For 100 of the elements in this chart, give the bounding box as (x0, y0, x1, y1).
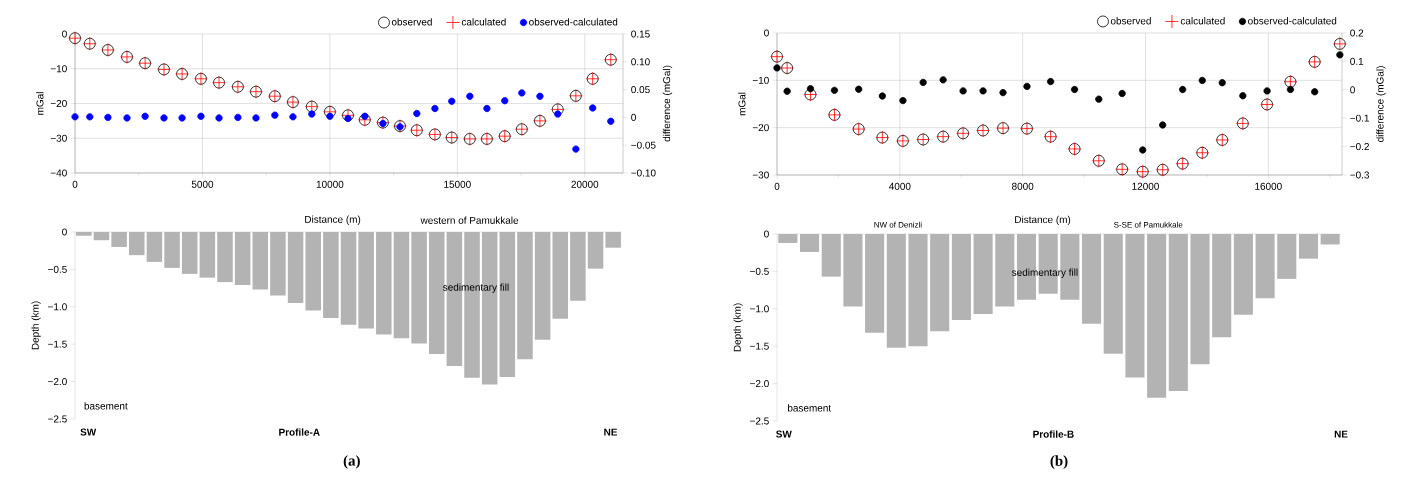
point (483, 104, 491, 113)
text: (b) (1050, 455, 1068, 469)
point (123, 114, 131, 122)
y2-tick-label: 0 (631, 113, 636, 121)
point (178, 114, 186, 122)
point (536, 92, 544, 100)
point (1179, 85, 1187, 94)
point (1286, 85, 1295, 94)
legend-label: calculated (461, 18, 506, 26)
y-axis-title: Depth (km) (733, 303, 743, 352)
y-axis-title: mGal (36, 92, 44, 115)
point (979, 87, 987, 95)
point (899, 96, 907, 105)
point (215, 114, 223, 122)
x-axis-title: Distance (m) (1015, 215, 1071, 226)
y-tick-label: −2.5 (750, 417, 769, 425)
point (518, 89, 526, 97)
point (501, 97, 509, 105)
x-tick-label: 15000 (444, 180, 471, 188)
point (607, 117, 615, 125)
x-axis-title: Distance (m) (305, 215, 361, 225)
point (71, 113, 79, 121)
point (806, 85, 815, 93)
point (289, 113, 297, 121)
point (413, 109, 421, 118)
point (308, 110, 316, 118)
point (271, 111, 279, 119)
y-tick-label: −1.5 (750, 342, 769, 350)
y-tick-label: 0 (764, 29, 769, 37)
legend-label: observed-calculated (1248, 17, 1337, 25)
legend-label: observed (391, 18, 432, 26)
text: (a) (343, 455, 360, 469)
y-tick-label: −10 (50, 65, 67, 73)
y2-tick-label: −0.1 (1350, 114, 1369, 122)
y-tick-label: 0 (764, 230, 769, 238)
y2-axis-title: difference (mGal) (1376, 66, 1386, 142)
point (1263, 87, 1271, 95)
x-tick-label: 10000 (316, 180, 344, 188)
y2-tick-label: 0.15 (631, 30, 650, 38)
point (589, 104, 597, 112)
y-tick-label: −0.5 (750, 267, 769, 275)
text: SW (776, 430, 792, 438)
point (572, 145, 580, 153)
x-tick-label: 12000 (1132, 182, 1159, 190)
y-tick-label: −2.0 (750, 380, 769, 388)
point (1070, 85, 1079, 94)
text: NE (604, 428, 618, 436)
x-tick-label: 16000 (1255, 182, 1282, 190)
point (141, 112, 149, 120)
legend-label: observed (1110, 17, 1151, 25)
x-tick-label: 4000 (889, 182, 911, 190)
point (344, 114, 352, 123)
y-tick-label: −20 (50, 99, 67, 108)
point (830, 86, 839, 94)
y2-tick-label: −0.2 (1350, 143, 1369, 151)
point (1198, 76, 1206, 85)
point (855, 85, 863, 93)
y2-axis-title: difference (mGal) (662, 65, 673, 142)
y-tick-label: 0 (62, 30, 67, 38)
y-axis-title: Depth (km) (31, 301, 41, 350)
point (1095, 95, 1103, 103)
y-tick-label: −2.5 (48, 415, 67, 423)
x-tick-label: 0 (72, 180, 78, 188)
legend-label: calculated (1180, 17, 1225, 25)
point (1023, 82, 1031, 90)
point (448, 97, 456, 105)
annotation: sedimentary fill (1011, 268, 1078, 278)
point (919, 78, 927, 86)
y-tick-label: −30 (752, 171, 769, 179)
y-axis-title: mGal (738, 92, 746, 116)
x-tick-label: 0 (774, 182, 780, 190)
x-axis-title: Profile-B (1033, 430, 1074, 438)
point (1218, 79, 1226, 87)
text: NE (1334, 430, 1348, 438)
y-tick-label: −1.0 (750, 305, 769, 313)
point (554, 110, 562, 118)
point (252, 114, 260, 122)
point (878, 92, 886, 100)
y2-tick-label: 0.05 (631, 86, 650, 94)
y2-tick-label: −0.3 (1350, 171, 1370, 179)
point (999, 89, 1007, 97)
point (1139, 146, 1147, 154)
y-tick-label: −30 (50, 134, 67, 142)
point (234, 113, 242, 121)
y-tick-label: −1.0 (48, 303, 67, 311)
point (1159, 121, 1167, 129)
x-tick-label: 20000 (571, 180, 599, 188)
y2-tick-label: −0.05 (631, 141, 656, 149)
point (431, 104, 439, 113)
y-tick-label: −2.0 (48, 378, 67, 386)
y2-tick-label: 0.2 (1350, 29, 1364, 37)
point (1311, 88, 1319, 96)
y-tick-label: −0.5 (48, 265, 67, 273)
point (773, 64, 781, 72)
x-tick-label: 8000 (1012, 182, 1034, 190)
point (326, 112, 334, 120)
point (104, 113, 112, 121)
point (1118, 89, 1126, 98)
x-axis-title: Profile-A (279, 428, 320, 436)
annotation: basement (84, 402, 128, 410)
